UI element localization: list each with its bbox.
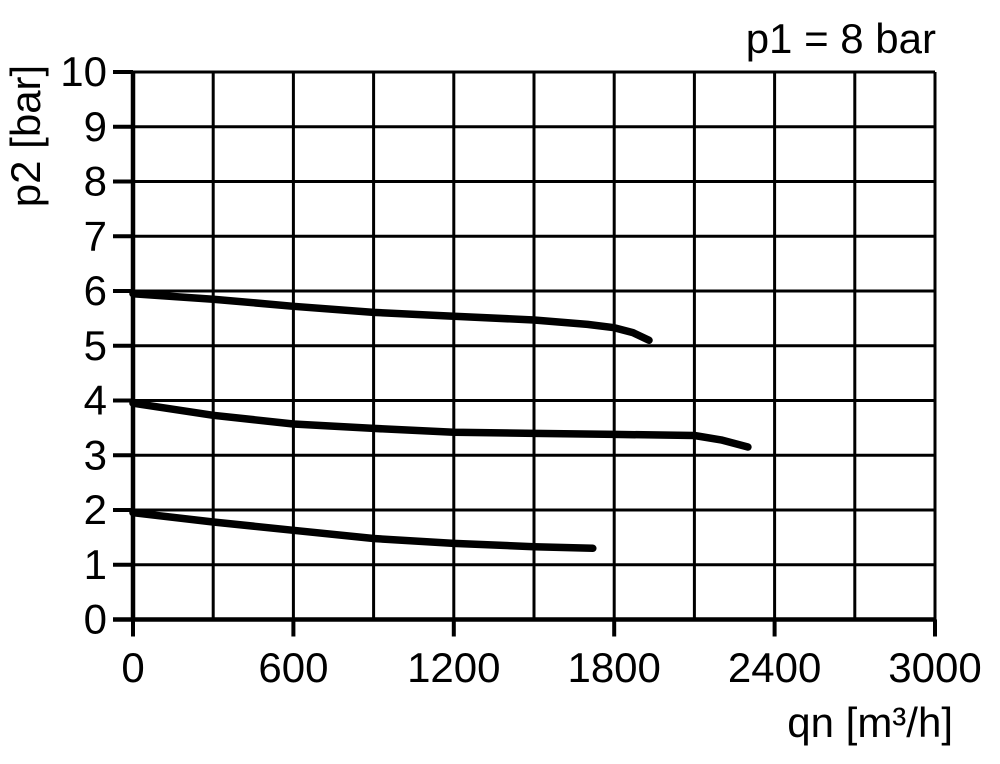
x-tick-label: 1800 (567, 644, 660, 691)
x-tick-label: 2400 (728, 644, 821, 691)
curve-upper-curve (129, 289, 653, 345)
x-tick-labels: 0 600 1200 1800 2400 3000 (121, 644, 981, 691)
y-tick-labels: 0 1 2 3 4 5 6 7 8 9 10 (60, 48, 107, 643)
x-axis-label: qn [m³/h] (787, 699, 953, 746)
y-tick-label: 5 (84, 322, 107, 369)
y-tick-label: 6 (84, 267, 107, 314)
curve-lower-curve (129, 508, 597, 553)
axis-ticks (113, 70, 937, 637)
x-tick-label: 3000 (888, 644, 981, 691)
axis-lines (113, 70, 935, 622)
y-tick-label: 0 (84, 596, 107, 643)
y-tick-label: 3 (84, 431, 107, 478)
x-tick-label: 0 (121, 644, 144, 691)
y-tick-label: 1 (84, 541, 107, 588)
y-tick-label: 8 (84, 158, 107, 205)
grid-lines (131, 70, 937, 621)
x-tick-label: 1200 (407, 644, 500, 691)
y-tick-label: 10 (60, 48, 107, 95)
y-tick-label: 4 (84, 377, 107, 424)
x-tick-label: 600 (258, 644, 328, 691)
y-tick-label: 2 (84, 486, 107, 533)
flow-curves (129, 289, 752, 553)
annotation-p1: p1 = 8 bar (746, 15, 936, 62)
y-axis-label: p2 [bar] (2, 65, 49, 207)
y-tick-label: 9 (84, 103, 107, 150)
curve-middle-curve (129, 399, 752, 451)
y-tick-label: 7 (84, 212, 107, 259)
